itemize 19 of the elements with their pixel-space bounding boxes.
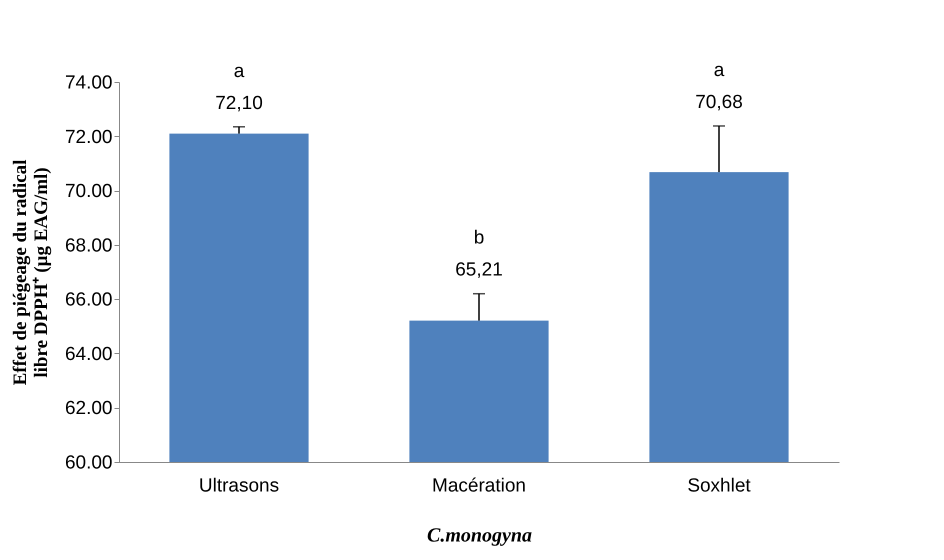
x-tick-label: Macération bbox=[432, 476, 526, 496]
y-tick-label: 60.00 bbox=[64, 452, 112, 474]
y-tick-label: 72.00 bbox=[64, 126, 112, 148]
x-tick-label: Soxhlet bbox=[687, 476, 752, 496]
y-axis-title: Effet de piégeage du radical libre DPPH⁺ (µg EAG/ml) bbox=[10, 160, 52, 386]
text: a bbox=[714, 60, 725, 81]
annotation: b bbox=[474, 228, 484, 249]
text: a bbox=[234, 60, 245, 82]
y-tick-label: 62.00 bbox=[64, 398, 112, 420]
y-tick-label: 74.00 bbox=[64, 72, 112, 94]
y-tick-label: 66.00 bbox=[64, 290, 112, 311]
y-tick-label: 64.00 bbox=[64, 344, 112, 365]
y-tick-label: 68.00 bbox=[64, 235, 112, 256]
data-label: 70,68 bbox=[695, 92, 743, 113]
x-tick-label: Ultrasons bbox=[198, 476, 280, 496]
x-axis-title: C.monogyna bbox=[426, 524, 532, 546]
data-label: 65,21 bbox=[455, 260, 503, 281]
y-tick-label: 70.00 bbox=[64, 181, 112, 202]
data-label: 72,10 bbox=[215, 92, 263, 114]
